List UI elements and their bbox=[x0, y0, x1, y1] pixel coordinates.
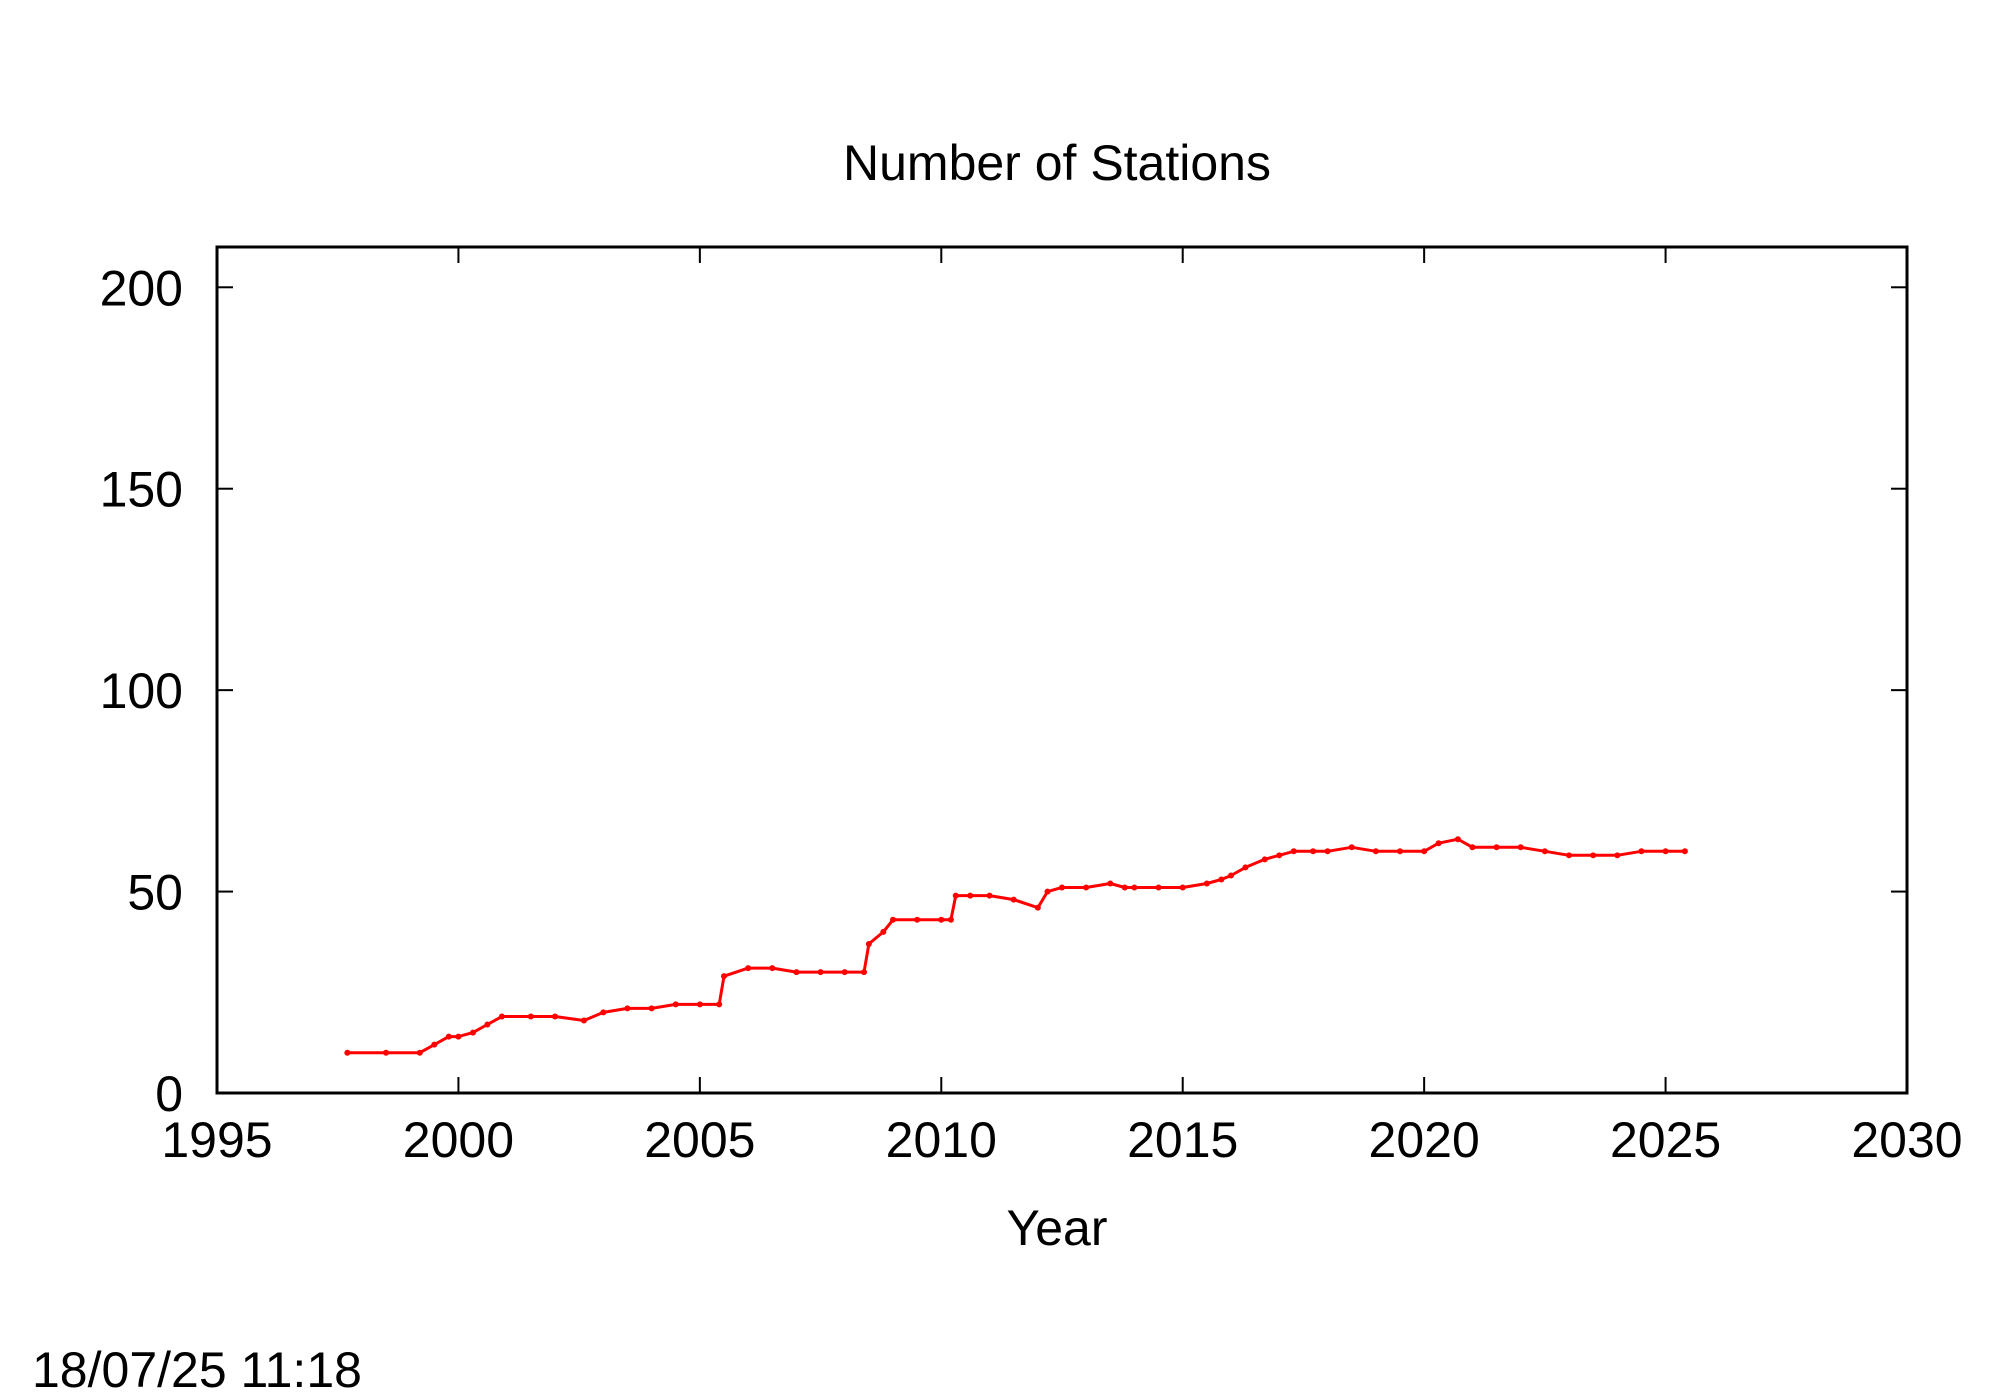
data-point bbox=[1276, 852, 1283, 859]
data-point bbox=[416, 1049, 423, 1056]
y-tick-label: 100 bbox=[100, 663, 183, 719]
data-point bbox=[696, 1001, 703, 1008]
data-point bbox=[1218, 876, 1225, 883]
axes-layer bbox=[215, 245, 1909, 1095]
data-point bbox=[1469, 844, 1476, 851]
data-point bbox=[967, 892, 974, 899]
x-tick-label: 2000 bbox=[403, 1112, 514, 1168]
data-point bbox=[498, 1013, 505, 1020]
data-point bbox=[1638, 848, 1645, 855]
data-point bbox=[672, 1001, 679, 1008]
data-point bbox=[600, 1009, 607, 1016]
data-point bbox=[1242, 864, 1249, 871]
ticks-layer: 1995 2000 2005 2010 2015 2020 2025 2030 0 50 100 15… bbox=[100, 247, 1963, 1168]
data-point bbox=[1372, 848, 1379, 855]
data-point bbox=[1179, 884, 1186, 891]
chart-title: Number of Stations bbox=[843, 135, 1271, 191]
data-point bbox=[527, 1013, 534, 1020]
data-point bbox=[431, 1041, 438, 1048]
data-point bbox=[1034, 904, 1041, 911]
series-layer bbox=[344, 836, 1688, 1056]
data-point bbox=[1131, 884, 1138, 891]
data-point bbox=[648, 1005, 655, 1012]
data-point bbox=[1662, 848, 1669, 855]
x-tick-label: 2010 bbox=[886, 1112, 997, 1168]
data-point bbox=[890, 916, 896, 923]
data-point bbox=[914, 916, 921, 923]
data-point bbox=[1348, 844, 1355, 851]
data-point bbox=[552, 1013, 558, 1020]
data-point bbox=[580, 1017, 587, 1024]
data-point bbox=[1107, 880, 1114, 887]
data-point bbox=[1044, 888, 1051, 895]
data-point bbox=[861, 969, 868, 976]
data-point bbox=[880, 928, 887, 935]
data-point bbox=[1324, 848, 1331, 855]
y-tick-label: 200 bbox=[100, 260, 183, 316]
data-point bbox=[769, 965, 776, 972]
data-point bbox=[1435, 840, 1442, 847]
x-tick-label: 2020 bbox=[1369, 1112, 1480, 1168]
data-point bbox=[1010, 896, 1017, 903]
x-tick-label: 2015 bbox=[1127, 1112, 1238, 1168]
data-point bbox=[865, 940, 872, 947]
data-point bbox=[947, 916, 954, 923]
data-point bbox=[1083, 884, 1090, 891]
data-point bbox=[1454, 836, 1461, 843]
data-point bbox=[1397, 848, 1403, 855]
x-axis-label: Year bbox=[1006, 1200, 1107, 1256]
data-point bbox=[624, 1005, 631, 1012]
data-point bbox=[1059, 884, 1065, 891]
y-tick-label: 150 bbox=[100, 462, 183, 518]
series-line bbox=[347, 837, 1685, 1055]
y-tick-label: 0 bbox=[155, 1066, 183, 1122]
data-point bbox=[952, 892, 959, 899]
data-point bbox=[817, 969, 824, 976]
data-point bbox=[1493, 844, 1500, 851]
data-point bbox=[716, 1001, 723, 1008]
data-point bbox=[745, 965, 752, 972]
data-point bbox=[469, 1029, 476, 1036]
data-point bbox=[1614, 852, 1621, 859]
data-point bbox=[1517, 844, 1524, 851]
data-point bbox=[1421, 848, 1428, 855]
data-point bbox=[484, 1021, 491, 1028]
data-point bbox=[1541, 848, 1548, 855]
data-point bbox=[938, 916, 945, 923]
data-point bbox=[1310, 848, 1317, 855]
data-point bbox=[383, 1049, 389, 1056]
x-tick-label: 2025 bbox=[1610, 1112, 1721, 1168]
timestamp: 18/07/25 11:18 bbox=[32, 1342, 362, 1398]
data-point bbox=[344, 1049, 351, 1056]
data-point bbox=[986, 892, 993, 899]
data-point bbox=[1290, 848, 1297, 855]
data-point bbox=[793, 969, 800, 976]
x-tick-label: 2005 bbox=[644, 1112, 755, 1168]
x-tick-label: 1995 bbox=[161, 1112, 272, 1168]
data-point bbox=[721, 973, 727, 980]
data-point bbox=[1228, 872, 1234, 879]
x-tick-label: 2030 bbox=[1851, 1112, 1962, 1168]
data-point bbox=[1681, 848, 1688, 855]
plot-frame bbox=[215, 245, 1909, 1095]
data-point bbox=[1261, 856, 1268, 863]
data-point bbox=[1203, 880, 1210, 887]
data-point bbox=[1590, 852, 1597, 859]
data-point bbox=[1121, 884, 1128, 891]
data-point bbox=[841, 969, 848, 976]
data-point bbox=[455, 1033, 462, 1040]
data-point bbox=[1155, 884, 1162, 891]
data-point bbox=[1566, 852, 1572, 859]
data-point bbox=[445, 1033, 452, 1040]
y-tick-label: 50 bbox=[127, 865, 183, 921]
